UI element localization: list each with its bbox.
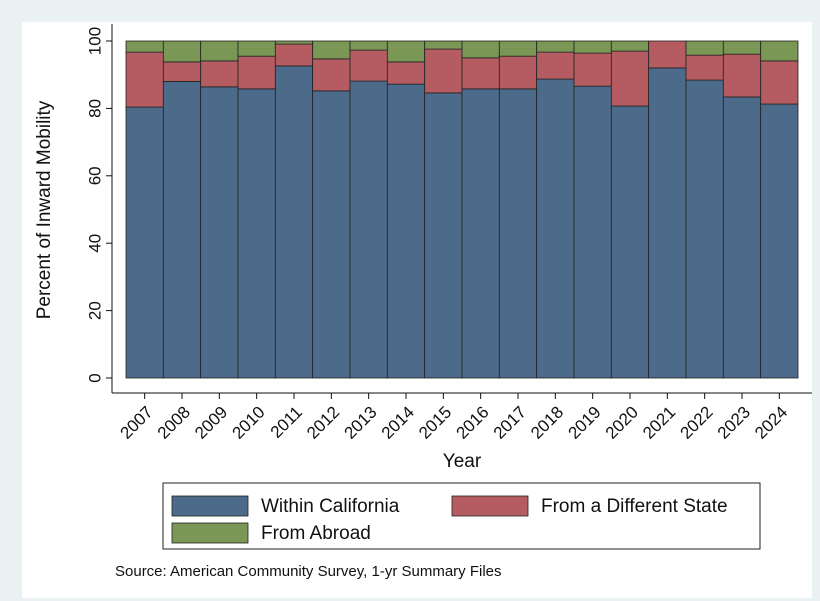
bar-segment: [274, 40, 314, 45]
bar-segment: [498, 40, 538, 57]
bar-segment: [722, 40, 762, 55]
legend-label: Within California: [261, 496, 400, 517]
bar-segment: [461, 57, 500, 90]
bar-segment: [312, 58, 351, 92]
bar-segment: [386, 61, 426, 85]
bar-segment: [610, 50, 650, 107]
bar-segment: [162, 61, 202, 82]
y-tick-label: 100: [85, 27, 104, 55]
y-axis-label: Percent of Inward Mobility: [34, 100, 55, 319]
bar-segment: [424, 92, 463, 379]
bar-segment: [237, 88, 276, 379]
bar-segment: [610, 105, 650, 379]
bar-segment: [648, 40, 687, 69]
bar-segment: [573, 52, 612, 87]
bar-segment: [349, 40, 388, 51]
y-tick-label: 40: [85, 234, 104, 253]
bar-segment: [125, 106, 164, 379]
bar-segment: [424, 40, 463, 50]
bar-segment: [125, 51, 164, 108]
bar-segment: [200, 60, 239, 88]
bar-segment: [312, 40, 351, 60]
bar-segment: [349, 80, 388, 379]
bar-segment: [498, 55, 538, 90]
legend-swatch: [451, 495, 529, 517]
bar-segment: [536, 51, 575, 80]
x-axis-label: Year: [443, 451, 482, 472]
bar-segment: [573, 85, 612, 379]
bar-segment: [274, 43, 314, 67]
bar-segment: [386, 83, 426, 379]
bar-segment: [200, 86, 239, 379]
bar-segment: [312, 90, 351, 379]
note: Source: American Community Survey, 1-yr …: [115, 563, 502, 580]
bar-segment: [760, 40, 799, 62]
y-tick-label: 0: [85, 373, 104, 382]
bar-segment: [274, 65, 314, 379]
bar-segment: [648, 67, 687, 379]
bar-segment: [461, 88, 500, 379]
bar-segment: [685, 79, 724, 379]
bar-segment: [536, 40, 575, 53]
bar-segment: [760, 103, 799, 379]
bar-segment: [685, 54, 724, 81]
bar-segment: [536, 78, 575, 379]
bar-segment: [461, 40, 500, 59]
bar-segment: [760, 60, 799, 105]
bar-segment: [610, 40, 650, 52]
y-tick-label: 20: [85, 301, 104, 320]
legend-swatch: [171, 495, 249, 517]
bar-segment: [722, 96, 762, 379]
bar-segment: [573, 40, 612, 54]
bar-segment: [162, 40, 202, 63]
bar-segment: [162, 81, 202, 379]
legend-swatch: [171, 522, 249, 544]
legend-label: From Abroad: [261, 523, 371, 544]
bar-segment: [424, 48, 463, 94]
y-tick-label: 60: [85, 166, 104, 185]
bar-segment: [722, 53, 762, 98]
bar-segment: [125, 40, 164, 53]
y-tick-label: 80: [85, 99, 104, 118]
bar-segment: [498, 88, 538, 379]
legend-label: From a Different State: [541, 496, 728, 517]
bar-segment: [237, 40, 276, 57]
bar-segment: [386, 40, 426, 63]
bar-segment: [200, 40, 239, 62]
bar-segment: [237, 55, 276, 90]
bar-segment: [349, 49, 388, 82]
bar-segment: [685, 40, 724, 56]
